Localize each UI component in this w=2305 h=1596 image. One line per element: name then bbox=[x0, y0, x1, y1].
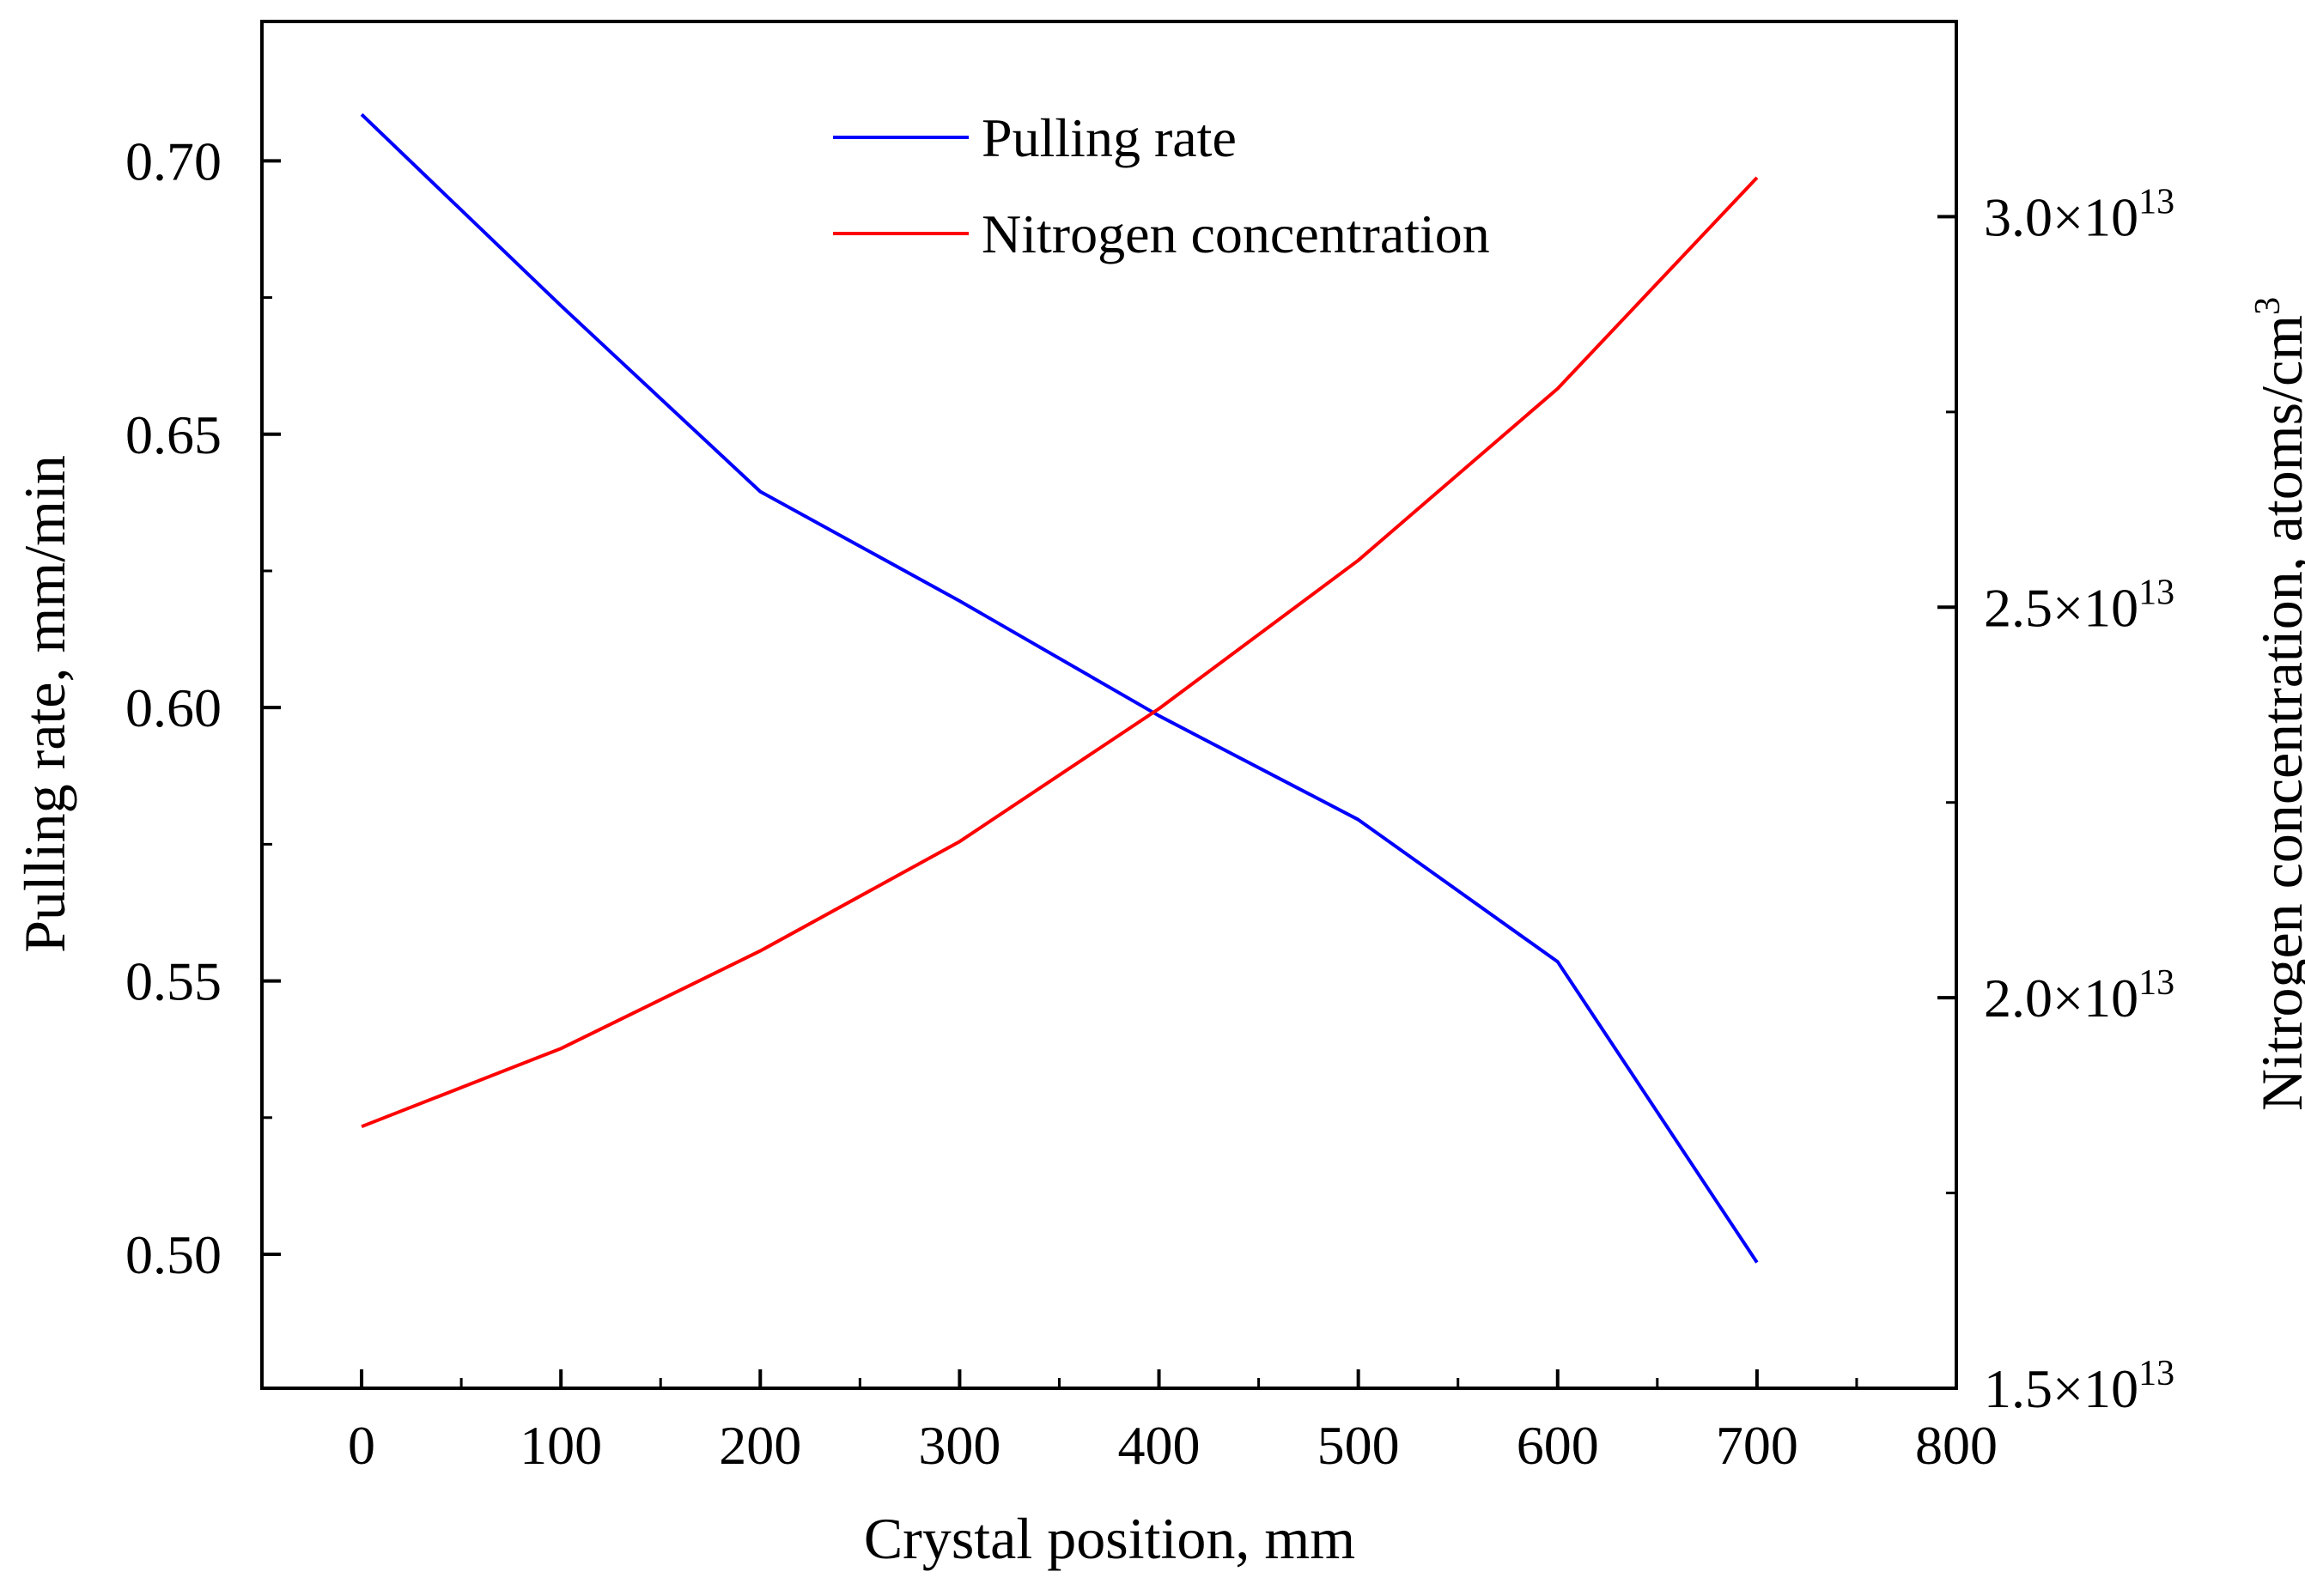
right-y-tick-mantissa: 2.5×10 bbox=[1984, 577, 2138, 638]
right-y-tick-label: 1.5×1013 bbox=[1984, 1354, 2174, 1419]
right-y-tick-mantissa: 3.0×10 bbox=[1984, 186, 2138, 247]
series-lines bbox=[360, 112, 1759, 1264]
right-y-tick-mantissa: 1.5×10 bbox=[1984, 1358, 2138, 1419]
right-y-tick-label: 3.0×1013 bbox=[1984, 182, 2174, 247]
left-y-axis-ticks: 0.50 0.55 0.60 0.65 0.70 bbox=[125, 130, 281, 1285]
legend-label-pulling-rate: Pulling rate bbox=[982, 107, 1237, 168]
right-y-tick-label: 2.0×1013 bbox=[1984, 963, 2174, 1029]
left-y-tick-label: 0.65 bbox=[125, 404, 222, 465]
x-axis-ticks: 0 100 200 300 400 500 600 700 800 bbox=[348, 1369, 1998, 1476]
right-y-axis-title-superscript: 3 bbox=[2248, 297, 2288, 315]
x-tick-label: 100 bbox=[520, 1415, 602, 1476]
left-y-tick-label: 0.60 bbox=[125, 677, 222, 738]
legend-label-nitrogen-concentration: Nitrogen concentration bbox=[982, 203, 1490, 264]
series-line-pulling-rate bbox=[360, 112, 1759, 1264]
right-y-tick-mantissa: 2.0×10 bbox=[1984, 968, 2138, 1029]
right-y-tick-exponent: 13 bbox=[2138, 182, 2174, 221]
legend: Pulling rate Nitrogen concentration bbox=[833, 107, 1490, 264]
right-y-tick-exponent: 13 bbox=[2138, 1354, 2174, 1393]
left-y-tick-label: 0.70 bbox=[125, 130, 222, 191]
x-tick-label: 300 bbox=[918, 1415, 1000, 1476]
right-y-tick-exponent: 13 bbox=[2138, 573, 2174, 612]
x-tick-label: 700 bbox=[1716, 1415, 1798, 1476]
minor-ticks bbox=[262, 296, 1956, 1388]
right-y-axis-title: Nitrogen concentration, atoms/cm3 bbox=[2248, 297, 2305, 1111]
x-tick-label: 800 bbox=[1915, 1415, 1998, 1476]
left-y-tick-label: 0.50 bbox=[125, 1224, 222, 1285]
plot-frame bbox=[260, 20, 1958, 1390]
x-tick-label: 400 bbox=[1118, 1415, 1201, 1476]
x-tick-label: 500 bbox=[1317, 1415, 1400, 1476]
right-y-tick-label: 2.5×1013 bbox=[1984, 573, 2174, 638]
x-tick-label: 0 bbox=[348, 1415, 375, 1476]
x-axis-title: Crystal position, mm bbox=[864, 1506, 1355, 1571]
right-y-axis-title-text: Nitrogen concentration, atoms/cm bbox=[2249, 315, 2305, 1111]
x-tick-label: 200 bbox=[719, 1415, 801, 1476]
right-y-tick-exponent: 13 bbox=[2138, 963, 2174, 1003]
left-y-axis-title: Pulling rate, mm/min bbox=[12, 455, 77, 953]
x-tick-label: 600 bbox=[1517, 1415, 1599, 1476]
series-line-nitrogen-concentration bbox=[361, 176, 1759, 1129]
left-y-tick-label: 0.55 bbox=[125, 951, 222, 1012]
